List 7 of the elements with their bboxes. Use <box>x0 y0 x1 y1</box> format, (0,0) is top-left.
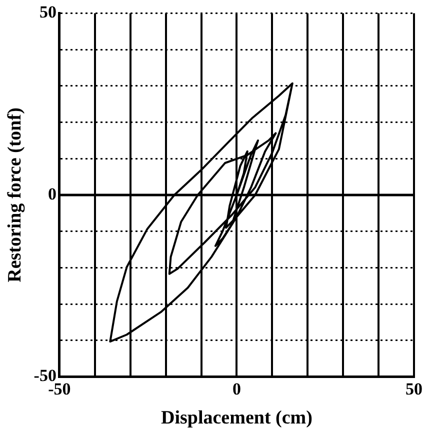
x-axis-title: Displacement (cm) <box>161 408 312 429</box>
y-axis-title: Restoring force (tonf) <box>4 108 26 282</box>
x-tick-label: 50 <box>406 379 422 398</box>
y-tick-label: 50 <box>39 2 56 22</box>
x-tick-label: 0 <box>232 379 241 398</box>
y-tick-label: -50 <box>34 366 56 386</box>
y-tick-label: 0 <box>48 184 56 204</box>
